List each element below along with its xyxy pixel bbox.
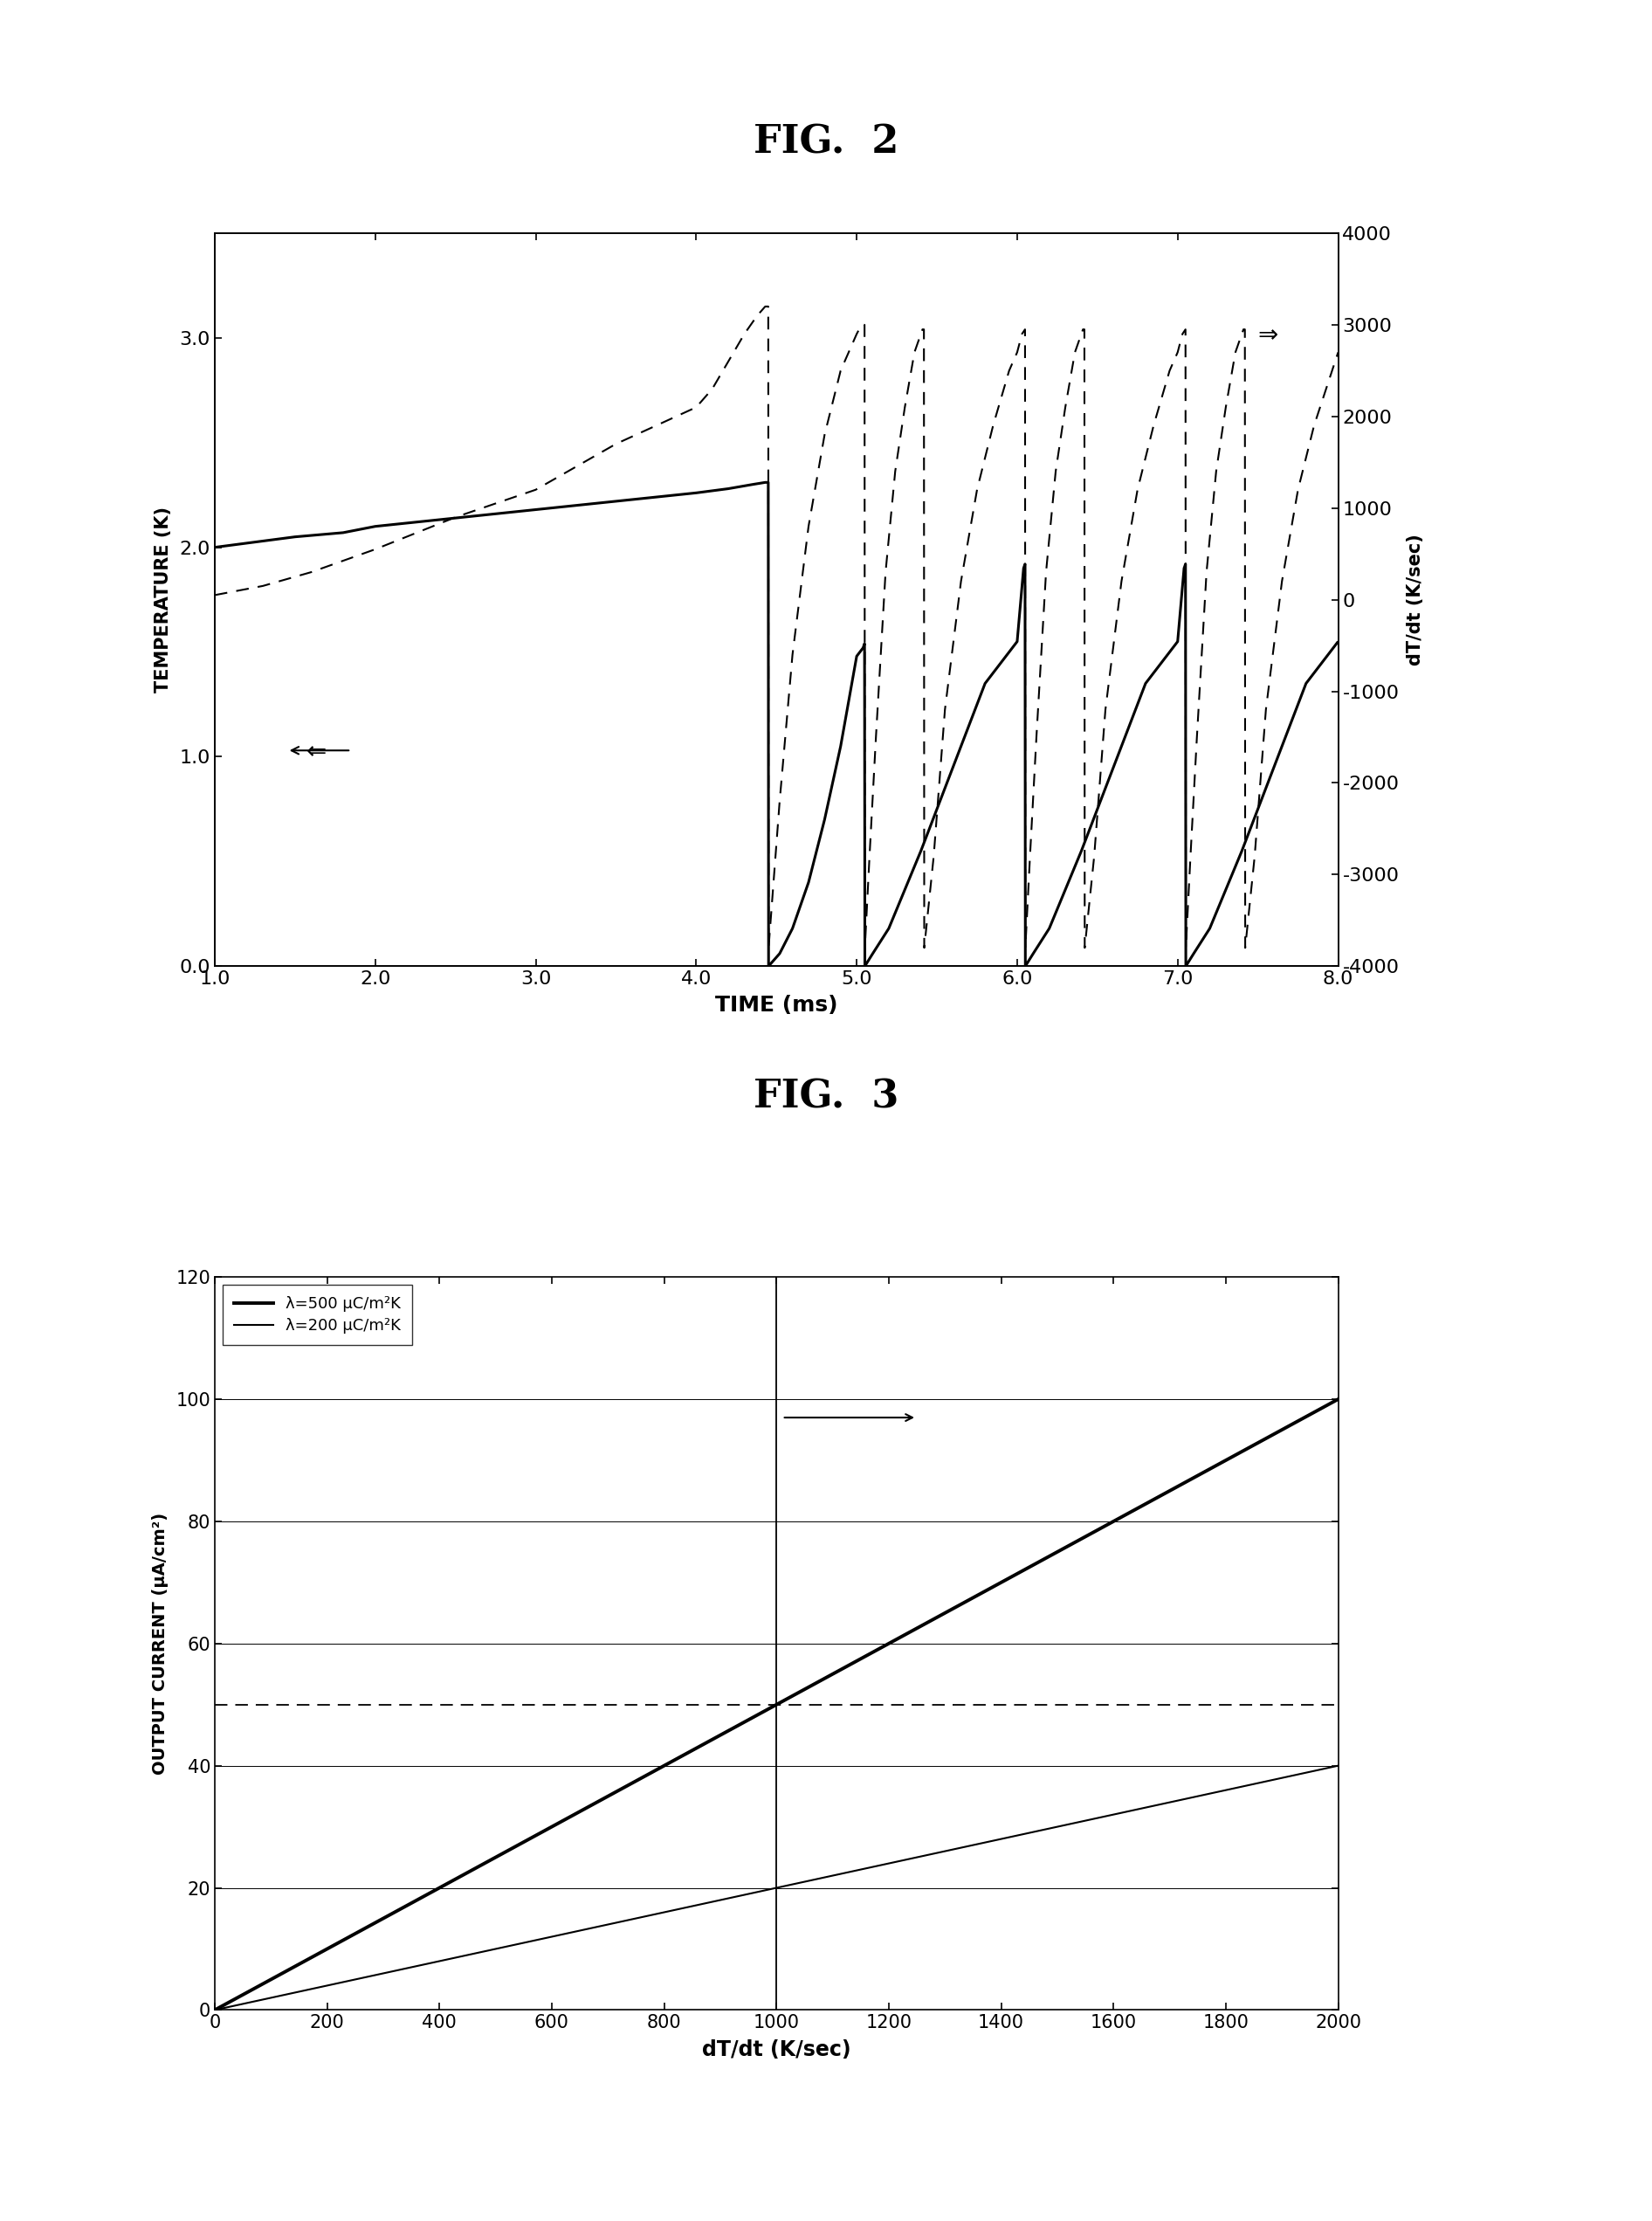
Y-axis label: dT/dt (K/sec): dT/dt (K/sec) <box>1406 533 1424 666</box>
Y-axis label: TEMPERATURE (K): TEMPERATURE (K) <box>155 506 172 693</box>
Text: FIG.  3: FIG. 3 <box>753 1079 899 1115</box>
X-axis label: TIME (ms): TIME (ms) <box>715 995 838 1015</box>
Text: $\Rightarrow$: $\Rightarrow$ <box>1254 322 1279 346</box>
Legend: λ=500 μC/m²K, λ=200 μC/m²K: λ=500 μC/m²K, λ=200 μC/m²K <box>223 1286 411 1344</box>
Text: FIG.  2: FIG. 2 <box>753 124 899 160</box>
Y-axis label: OUTPUT CURRENT (μA/cm²): OUTPUT CURRENT (μA/cm²) <box>152 1513 169 1775</box>
X-axis label: dT/dt (K/sec): dT/dt (K/sec) <box>702 2039 851 2059</box>
Text: $\Leftarrow$: $\Leftarrow$ <box>302 737 327 762</box>
